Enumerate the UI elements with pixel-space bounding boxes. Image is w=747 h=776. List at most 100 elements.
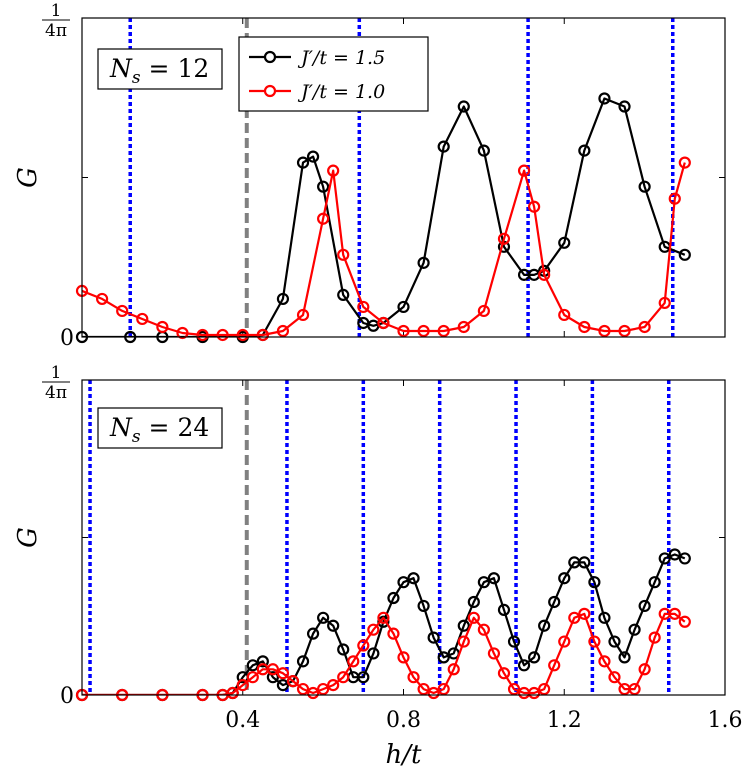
data-point-j1p0 [457,635,470,648]
data-point-j1p0 [136,312,149,326]
data-point-j1p5 [598,611,611,624]
data-point-j1p0 [317,212,330,225]
data-point-j1p0 [387,627,400,640]
data-point-j1p5 [357,671,370,684]
data-point-j1p0 [397,324,410,338]
data-point-j1p0 [638,320,651,334]
data-point-j1p0 [256,328,269,342]
data-point-j1p0 [467,611,480,624]
data-point-j1p5 [296,156,310,169]
data-point-j1p0 [598,324,611,338]
data-point-j1p0 [528,200,541,213]
data-point-j1p0 [156,320,169,334]
data-point-j1p0 [116,304,129,318]
y-tick-label-zero: 0 [60,684,74,709]
data-point-j1p0 [296,682,310,696]
series-line-j1p0 [82,162,686,337]
series-line-j1p0 [82,612,686,695]
data-point-j1p0 [196,328,209,342]
legend-swatch-marker [263,50,277,64]
panel-bottom: 0 14π G Ns = 24 0.4 0.8 1.2 1.6 h/t [13,363,743,770]
annotation-box [97,407,223,449]
data-point-j1p5 [246,659,259,672]
data-point-j1p0 [437,682,450,696]
legend-entry-label: J′/t = 1.5 [297,47,385,69]
data-point-j1p0 [407,671,420,684]
data-point-j1p5 [678,248,691,261]
data-point-j1p5 [548,595,561,609]
data-point-j1p0 [457,320,470,334]
data-point-j1p0 [578,607,591,620]
data-point-j1p5 [387,591,400,605]
data-point-j1p5 [467,595,480,609]
data-point-j1p5 [578,144,591,157]
data-point-j1p5 [337,288,350,302]
y-axis-label: G [13,527,43,548]
data-point-j1p0 [507,682,521,696]
data-point-j1p5 [437,651,450,664]
data-point-j1p5 [306,627,320,640]
data-point-j1p5 [457,619,470,632]
data-point-j1p5 [638,599,651,613]
data-point-j1p0 [246,671,259,684]
data-point-j1p5 [588,576,601,589]
x-tick-label: 1.6 [708,708,743,733]
data-point-j1p0 [477,623,490,636]
data-point-j1p5 [477,576,490,589]
data-point-j1p5 [558,572,571,585]
y-tick-label-zero: 0 [60,326,74,351]
data-point-j1p0 [608,671,621,684]
series-line-j1p5 [82,553,686,695]
data-point-j1p5 [306,150,320,163]
data-point-j1p0 [648,631,661,644]
data-point-j1p0 [327,164,340,177]
x-tick-label: 0.8 [386,708,421,733]
y-tick-label-denominator: 4π [45,21,67,41]
plot-frame [81,379,726,696]
data-point-j1p5 [678,552,691,565]
data-point-j1p0 [176,326,189,340]
legend-box [238,36,429,112]
data-point-j1p5 [417,599,430,613]
data-point-j1p0 [528,686,541,700]
data-point-j1p0 [377,316,390,330]
data-point-j1p5 [658,552,671,565]
data-point-j1p5 [497,603,511,616]
data-point-j1p0 [276,324,290,338]
data-point-j1p0 [618,324,631,338]
data-point-j1p0 [578,320,591,334]
data-point-j1p0 [658,296,671,310]
data-point-j1p0 [548,659,561,672]
data-point-j1p5 [437,140,450,153]
data-point-j1p5 [648,576,661,589]
data-point-j1p5 [638,180,651,193]
data-point-j1p0 [266,663,279,676]
data-point-j1p5 [276,292,290,306]
data-point-j1p5 [317,180,330,193]
data-point-j1p5 [397,300,410,314]
data-point-j1p5 [598,92,611,105]
data-point-j1p5 [276,679,290,692]
data-point-j1p0 [417,324,430,338]
data-point-j1p0 [437,324,450,338]
data-point-j1p0 [417,682,430,696]
data-point-j1p0 [497,232,511,245]
data-point-j1p5 [427,631,440,644]
data-point-j1p0 [568,611,581,624]
data-point-j1p0 [286,675,300,688]
data-point-j1p0 [638,663,651,676]
data-point-j1p0 [477,304,490,318]
data-point-j1p0 [558,308,571,322]
annotation-label: Ns = 24 [109,413,209,447]
data-point-j1p5 [618,100,631,113]
data-point-j1p5 [477,144,490,157]
data-point-j1p5 [487,572,501,585]
data-point-j1p0 [598,655,611,668]
data-point-j1p0 [357,300,370,314]
data-point-j1p5 [668,548,681,561]
data-point-j1p5 [407,572,420,585]
y-tick-label-numerator: 1 [51,363,62,383]
data-point-j1p5 [296,655,310,668]
data-point-j1p5 [397,576,410,589]
y-axis-label: G [13,167,43,188]
